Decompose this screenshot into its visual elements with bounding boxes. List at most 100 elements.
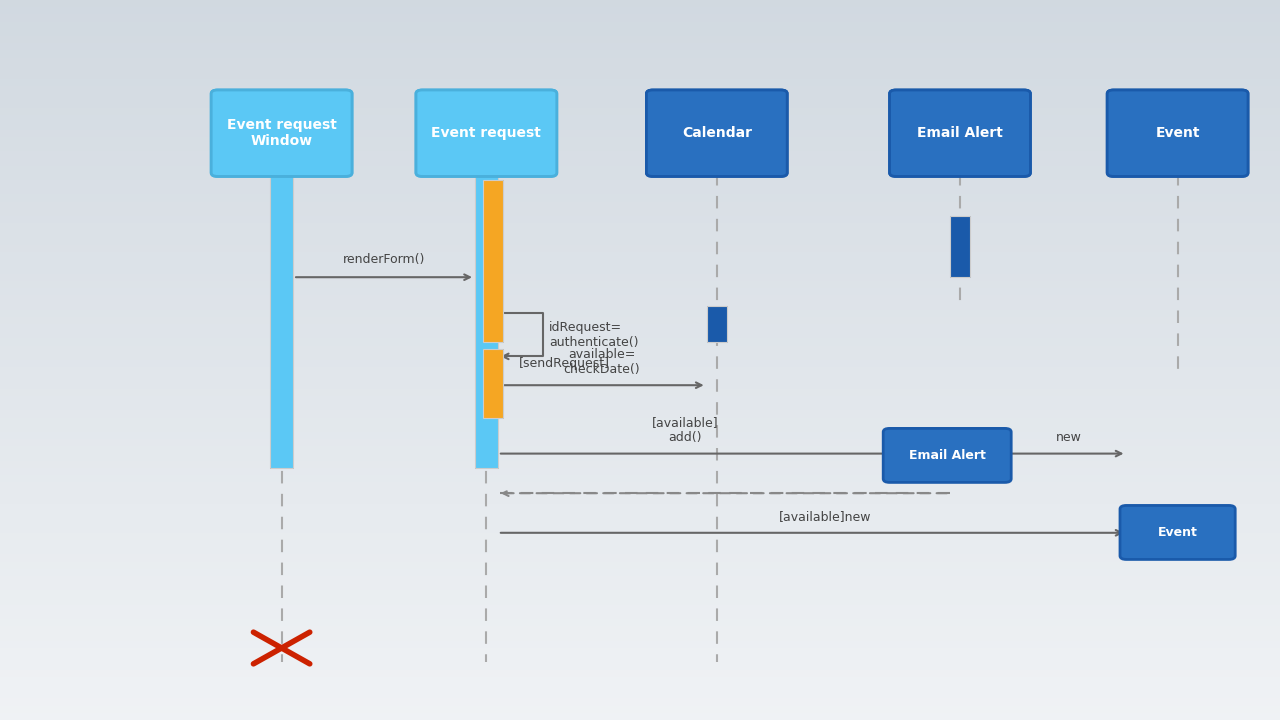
Bar xyxy=(0,446,1280,454)
Bar xyxy=(0,374,1280,382)
Bar xyxy=(0,274,1280,281)
Bar xyxy=(0,259,1280,266)
Text: Calendar: Calendar xyxy=(682,126,751,140)
Text: Email Alert: Email Alert xyxy=(916,126,1004,140)
FancyBboxPatch shape xyxy=(1120,505,1235,559)
Text: Event: Event xyxy=(1157,526,1198,539)
Bar xyxy=(483,180,503,342)
Bar xyxy=(0,648,1280,655)
Bar xyxy=(0,504,1280,511)
Bar xyxy=(0,684,1280,691)
Bar xyxy=(0,209,1280,216)
Bar xyxy=(0,43,1280,50)
Bar xyxy=(0,389,1280,396)
FancyBboxPatch shape xyxy=(1107,90,1248,176)
Bar xyxy=(0,310,1280,317)
Bar xyxy=(0,410,1280,418)
Bar xyxy=(0,396,1280,403)
Bar xyxy=(0,382,1280,389)
Bar xyxy=(0,468,1280,475)
Text: Event request: Event request xyxy=(431,126,541,140)
FancyBboxPatch shape xyxy=(211,90,352,176)
Bar xyxy=(0,612,1280,619)
Bar xyxy=(270,173,293,468)
Text: Calendar: Calendar xyxy=(682,126,751,140)
Bar xyxy=(950,216,970,277)
Bar xyxy=(0,482,1280,490)
Bar xyxy=(0,0,1280,7)
Bar xyxy=(0,691,1280,698)
Bar xyxy=(0,72,1280,79)
Bar xyxy=(0,295,1280,302)
Text: Email Alert: Email Alert xyxy=(916,126,1004,140)
FancyBboxPatch shape xyxy=(890,90,1030,176)
Bar xyxy=(0,353,1280,360)
Text: [sendRequest]: [sendRequest] xyxy=(518,357,609,370)
Text: Event: Event xyxy=(1156,126,1199,140)
Bar xyxy=(0,475,1280,482)
Bar xyxy=(0,50,1280,58)
Bar xyxy=(0,202,1280,209)
Bar xyxy=(0,101,1280,108)
Text: [available]
add(): [available] add() xyxy=(652,416,718,444)
Bar xyxy=(707,306,727,342)
FancyBboxPatch shape xyxy=(211,90,352,176)
Bar xyxy=(270,173,293,468)
Bar xyxy=(0,302,1280,310)
FancyBboxPatch shape xyxy=(416,90,557,176)
Bar xyxy=(0,65,1280,72)
Bar xyxy=(0,338,1280,346)
Bar xyxy=(0,331,1280,338)
Bar xyxy=(0,403,1280,410)
Bar xyxy=(483,349,503,418)
Bar xyxy=(0,144,1280,151)
FancyBboxPatch shape xyxy=(883,428,1011,482)
Bar xyxy=(0,245,1280,252)
Bar xyxy=(0,230,1280,238)
Text: [available]new: [available]new xyxy=(778,510,872,523)
Bar xyxy=(0,7,1280,14)
Bar xyxy=(0,526,1280,533)
FancyBboxPatch shape xyxy=(890,90,1030,176)
Bar xyxy=(0,166,1280,173)
Bar xyxy=(0,432,1280,439)
Bar xyxy=(0,576,1280,583)
Bar xyxy=(0,490,1280,497)
Bar xyxy=(0,677,1280,684)
Bar xyxy=(0,367,1280,374)
Bar xyxy=(0,223,1280,230)
Bar xyxy=(0,180,1280,187)
FancyBboxPatch shape xyxy=(646,90,787,176)
Bar xyxy=(0,605,1280,612)
Bar xyxy=(0,122,1280,130)
Bar xyxy=(0,598,1280,605)
Bar xyxy=(0,130,1280,137)
Text: Event request
Window: Event request Window xyxy=(227,118,337,148)
Text: Event: Event xyxy=(1156,126,1199,140)
Bar xyxy=(0,619,1280,626)
Bar xyxy=(0,317,1280,324)
Text: renderForm(): renderForm() xyxy=(343,253,425,266)
Bar xyxy=(0,518,1280,526)
Text: Email Alert: Email Alert xyxy=(909,449,986,462)
Bar xyxy=(0,590,1280,598)
Bar xyxy=(0,662,1280,670)
Bar xyxy=(0,706,1280,713)
Bar xyxy=(0,22,1280,29)
Bar xyxy=(0,641,1280,648)
Bar xyxy=(0,626,1280,634)
Bar xyxy=(0,540,1280,547)
Bar xyxy=(0,713,1280,720)
Bar xyxy=(0,194,1280,202)
Bar xyxy=(0,86,1280,94)
Bar xyxy=(0,173,1280,180)
Bar xyxy=(0,14,1280,22)
Bar xyxy=(0,58,1280,65)
Bar xyxy=(0,497,1280,504)
FancyBboxPatch shape xyxy=(1107,90,1248,176)
Text: Event request
Window: Event request Window xyxy=(227,118,337,148)
Bar xyxy=(707,306,727,342)
Bar xyxy=(0,216,1280,223)
Bar xyxy=(0,569,1280,576)
Bar xyxy=(483,349,503,418)
